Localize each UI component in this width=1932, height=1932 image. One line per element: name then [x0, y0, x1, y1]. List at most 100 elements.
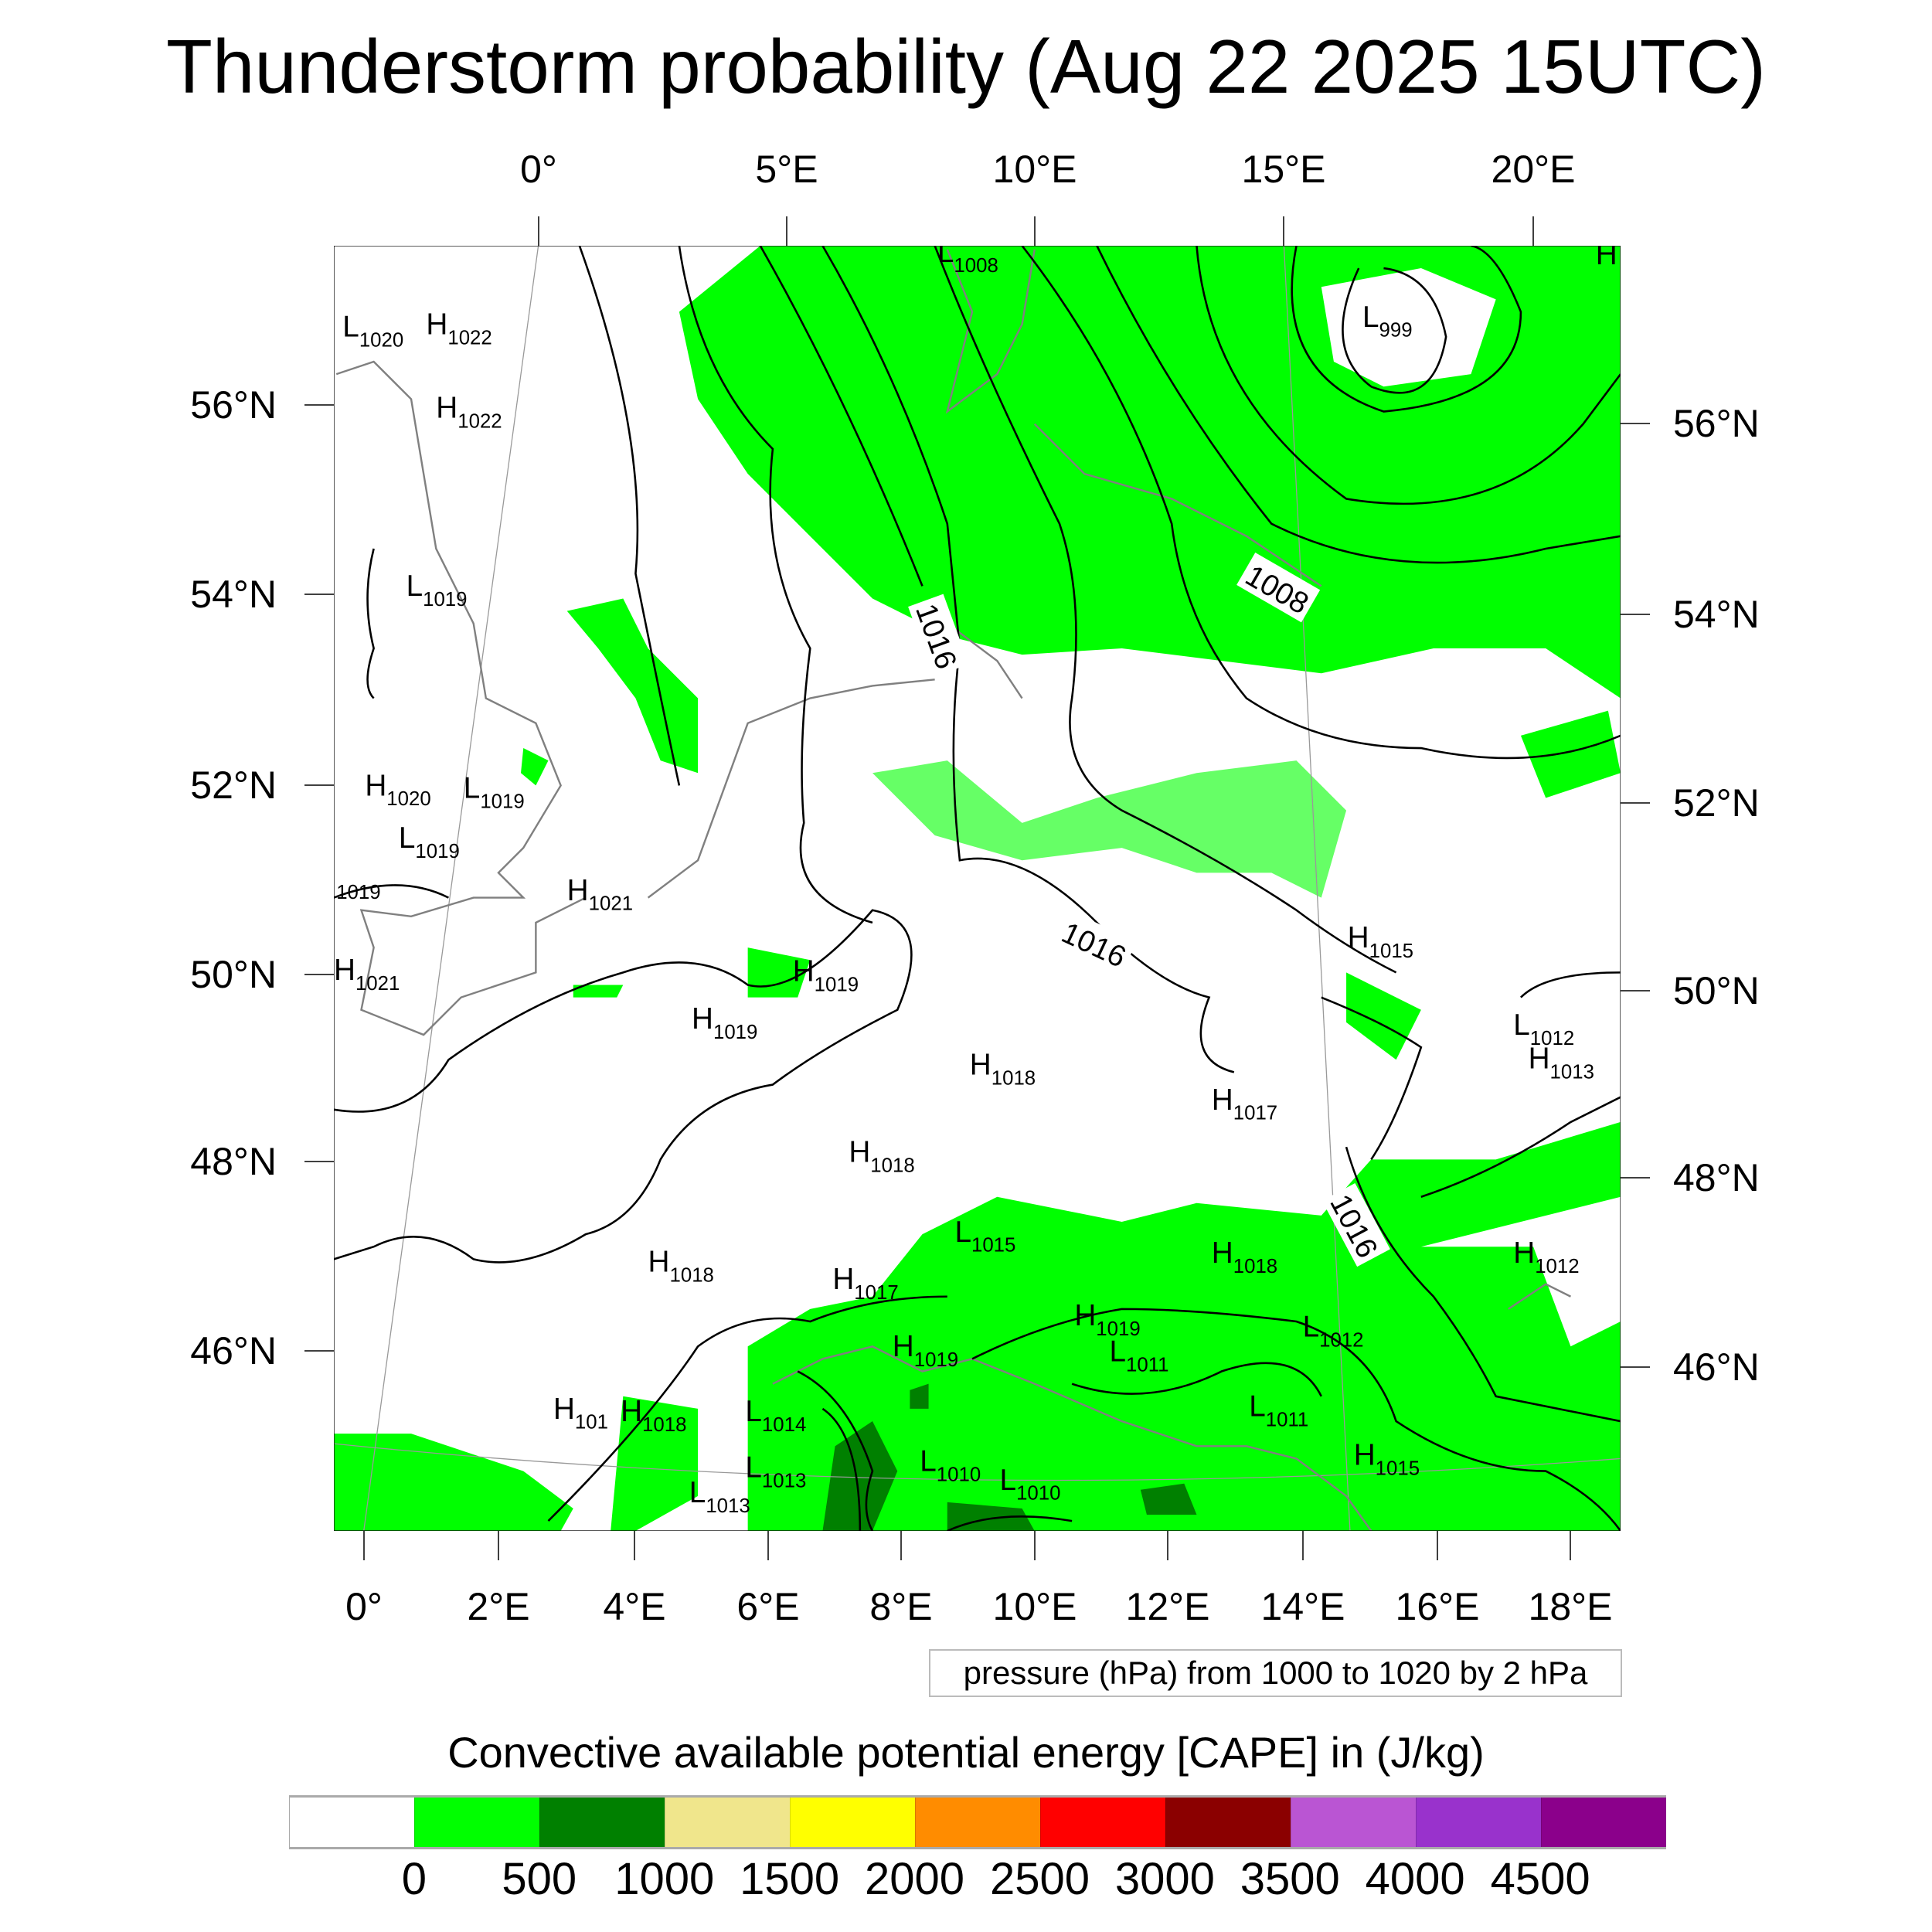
pressure-center-value: 1012	[1319, 1329, 1363, 1351]
right-lat-label: 50°N	[1673, 969, 1760, 1012]
pressure-center-type: H	[365, 769, 386, 802]
pressure-center-value: 1014	[762, 1414, 806, 1436]
pressure-center-value: 999	[1379, 320, 1413, 342]
pressure-center-value: 1018	[870, 1155, 914, 1176]
pressure-center-label: H1019	[1074, 1299, 1140, 1340]
colorbar-label: 500	[502, 1854, 577, 1904]
pressure-center-value: 1021	[589, 893, 633, 915]
pressure-center-type: H	[1513, 1236, 1535, 1270]
colorbar-label: 1000	[614, 1854, 715, 1904]
pressure-center-type: H	[793, 955, 815, 988]
pressure-center-label: L1012	[1513, 1009, 1574, 1049]
pressure-center-value: 1010	[1016, 1483, 1060, 1505]
pressure-center-type: H	[567, 874, 589, 907]
left-lat-label: 48°N	[190, 1140, 277, 1183]
pressure-center-label: L1011	[1249, 1390, 1308, 1431]
pressure-center-label: L1013	[689, 1476, 750, 1517]
pressure-center-value: 1008	[954, 255, 998, 277]
pressure-center-type: L	[954, 1216, 971, 1249]
pressure-center-label: H1019	[893, 1330, 958, 1371]
colorbar-swatch	[539, 1798, 665, 1847]
pressure-center-label: H	[1596, 246, 1617, 271]
pressure-center-label: L1020	[342, 311, 403, 352]
pressure-center-type: L	[406, 570, 423, 603]
colorbar-label: 4000	[1365, 1854, 1465, 1904]
pressure-center-value: 1015	[1376, 1458, 1420, 1479]
pressure-center-type: L	[689, 1476, 706, 1509]
pressure-center-type: H	[1348, 921, 1369, 954]
colorbar-swatch	[290, 1798, 414, 1847]
pressure-center-type: L	[1249, 1390, 1266, 1423]
isobars	[334, 246, 1621, 1531]
colorbar-label: 4500	[1490, 1854, 1590, 1904]
colorbar-swatch	[1291, 1798, 1416, 1847]
left-lat-label: 54°N	[190, 573, 277, 616]
pressure-center-value: 1022	[457, 411, 502, 433]
pressure-center-label: L1014	[745, 1395, 806, 1436]
pressure-center-label: H1021	[334, 954, 400, 995]
top-lon-label: 0°	[520, 148, 557, 191]
pressure-center-value: 1015	[1369, 940, 1413, 962]
bottom-lon-label: 0°	[345, 1585, 383, 1628]
pressure-center-value: 1017	[854, 1282, 898, 1304]
top-lon-label: 5°E	[755, 148, 818, 191]
pressure-center-label: L999	[1362, 301, 1413, 342]
pressure-center-label: H1012	[1513, 1236, 1579, 1277]
graticule	[334, 246, 1621, 1531]
pressure-center-label: L1015	[954, 1216, 1015, 1257]
pressure-center-type: L	[1303, 1310, 1320, 1343]
bottom-lon-label: 16°E	[1395, 1585, 1480, 1628]
right-lat-label: 48°N	[1673, 1156, 1760, 1199]
pressure-center-type: H	[1074, 1299, 1096, 1332]
colorbar-swatch	[915, 1798, 1040, 1847]
pressure-center-type: H	[692, 1002, 713, 1036]
colorbar-swatch	[1416, 1798, 1541, 1847]
coastlines	[335, 249, 1572, 1531]
pressure-center-label: H1022	[436, 392, 502, 433]
pressure-center-type: L	[1513, 1009, 1530, 1042]
pressure-center-type: L	[342, 311, 359, 344]
pressure-center-value: 1011	[1266, 1410, 1308, 1431]
pressure-center-value: 1020	[359, 330, 403, 352]
colorbar-swatch	[1165, 1798, 1291, 1847]
pressure-center-value: 1013	[706, 1495, 750, 1517]
bottom-lon-label: 10°E	[992, 1585, 1077, 1628]
pressure-center-type: H	[621, 1395, 642, 1428]
pressure-center-label: L1010	[920, 1445, 981, 1486]
bottom-lon-label: 14°E	[1260, 1585, 1345, 1628]
left-lat-label: 46°N	[190, 1329, 277, 1372]
colorbar-label: 0	[401, 1854, 427, 1904]
pressure-center-value: 1012	[1535, 1256, 1579, 1277]
colorbar-label: 2500	[989, 1854, 1090, 1904]
pressure-center-value: 1021	[355, 973, 400, 995]
top-lon-label: 10°E	[992, 148, 1077, 191]
pressure-center-value: 1019	[415, 841, 459, 862]
pressure-center-type: H	[1212, 1083, 1233, 1117]
pressure-center-value: 1019	[480, 791, 524, 812]
pressure-center-label: L1019	[464, 772, 525, 813]
colorbar-swatch	[790, 1798, 915, 1847]
pressure-center-label: L1019	[406, 570, 468, 611]
pressure-center-label: H1015	[1348, 921, 1413, 962]
pressure-center-label: H1018	[1212, 1236, 1277, 1277]
pressure-center-type: L	[1000, 1464, 1017, 1497]
pressure-center-value: 1018	[670, 1264, 714, 1286]
left-lat-label: 50°N	[190, 953, 277, 996]
pressure-center-label: L1019	[399, 821, 460, 862]
pressure-center-type: H	[1596, 246, 1617, 271]
pressure-center-type: L	[1362, 301, 1379, 334]
pressure-center-type: H	[832, 1263, 854, 1296]
pressure-center-value: 1022	[447, 327, 492, 349]
pressure-center-label: H1018	[621, 1395, 686, 1436]
right-lat-label: 54°N	[1673, 593, 1760, 636]
pressure-center-value: 1019	[336, 882, 380, 903]
pressure-center-value: 101	[575, 1412, 608, 1434]
cape-fill-mid	[822, 1383, 1197, 1531]
pressure-center-type: H	[436, 392, 457, 425]
pressure-center-value: 1018	[1233, 1256, 1277, 1277]
colorbar-label: 1500	[740, 1854, 840, 1904]
pressure-center-type: H	[648, 1246, 670, 1279]
pressure-center-value: 1018	[642, 1414, 686, 1436]
pressure-center-value: 1020	[386, 788, 430, 810]
